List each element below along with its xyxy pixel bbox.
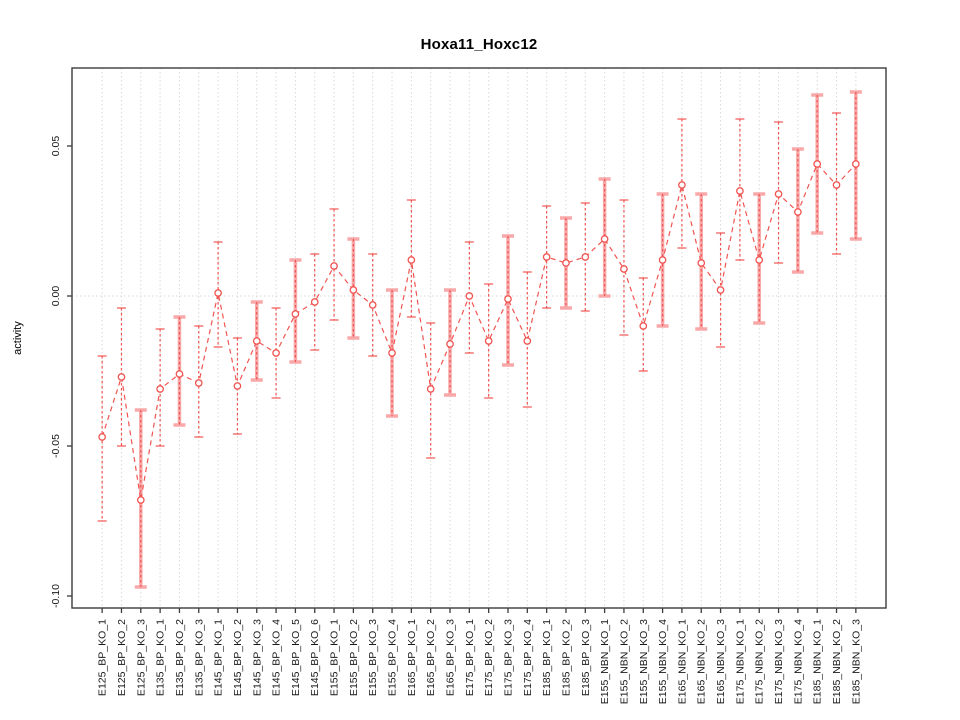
data-point [542, 253, 551, 261]
data-point [504, 295, 512, 303]
data-point [388, 349, 396, 357]
data-point [465, 292, 474, 300]
data-point [658, 256, 667, 264]
data-point [736, 187, 744, 195]
data-point [233, 382, 242, 390]
data-point [136, 496, 145, 504]
data-point [156, 385, 164, 393]
data-point [755, 256, 764, 264]
data-point [639, 322, 648, 330]
x-tick-label: E185_BP_KO_3 [580, 619, 592, 696]
data-point [368, 301, 377, 309]
x-tick-label: E155_BP_KO_4 [387, 619, 399, 696]
y-tick-label: -0.10 [50, 584, 62, 608]
plot-border [71, 67, 887, 609]
data-point [175, 370, 184, 378]
data-point [716, 286, 725, 294]
x-tick-label: E165_NBN_KO_1 [676, 619, 688, 704]
x-tick-label: E125_BP_KO_3 [135, 619, 147, 696]
data-point [446, 340, 454, 348]
x-tick-label: E175_NBN_KO_2 [754, 619, 766, 704]
data-point [620, 265, 628, 273]
data-point [697, 259, 706, 267]
x-tick-label: E175_NBN_KO_1 [734, 619, 746, 704]
x-tick-label: E185_NBN_KO_3 [850, 619, 862, 704]
y-tick-label: 0.00 [50, 286, 62, 307]
x-tick-label: E135_BP_KO_1 [155, 619, 167, 696]
x-tick-label: E165_BP_KO_3 [445, 619, 457, 696]
chart-title: Hoxa11_Hoxc12 [420, 36, 538, 53]
x-tick-label: E155_BP_KO_2 [348, 619, 360, 696]
data-point [484, 337, 493, 345]
x-tick-label: E155_NBN_KO_1 [599, 619, 611, 704]
x-tick-label: E135_BP_KO_3 [193, 619, 205, 696]
x-tick-label: E155_NBN_KO_2 [618, 619, 630, 704]
data-point [600, 235, 609, 243]
data-point [581, 253, 590, 261]
data-point [117, 373, 126, 381]
data-point [832, 181, 841, 189]
x-tick-label: E145_BP_KO_5 [290, 619, 302, 696]
data-point [214, 289, 222, 297]
x-tick-label: E125_BP_KO_2 [116, 619, 128, 696]
y-axis-title: activity [12, 321, 24, 355]
x-tick-label: E175_BP_KO_3 [502, 619, 514, 696]
x-tick-label: E185_NBN_KO_2 [831, 619, 843, 704]
data-point [349, 286, 358, 294]
data-point [426, 385, 435, 393]
x-tick-label: E145_BP_KO_3 [251, 619, 263, 696]
x-tick-label: E155_NBN_KO_4 [657, 619, 669, 704]
data-point [774, 190, 783, 198]
x-tick-label: E145_BP_KO_1 [213, 619, 225, 696]
data-point [407, 256, 416, 264]
x-tick-label: E175_NBN_KO_3 [773, 619, 785, 704]
series-line [101, 162, 857, 501]
x-tick-label: E145_BP_KO_4 [271, 619, 283, 696]
x-tick-label: E165_NBN_KO_3 [715, 619, 727, 704]
x-tick-label: E175_BP_KO_4 [522, 619, 534, 696]
data-point [562, 259, 570, 267]
x-tick-label: E125_BP_KO_1 [97, 619, 109, 696]
x-tick-label: E145_BP_KO_6 [309, 619, 321, 696]
x-tick-label: E165_NBN_KO_2 [696, 619, 708, 704]
data-point [330, 262, 338, 270]
data-point [291, 310, 300, 318]
x-tick-label: E155_BP_KO_3 [367, 619, 379, 696]
data-point [813, 160, 822, 168]
x-tick-label: E185_BP_KO_2 [560, 619, 572, 696]
x-tick-label: E185_BP_KO_1 [541, 619, 553, 696]
x-tick-label: E135_BP_KO_2 [174, 619, 186, 696]
data-point [310, 298, 319, 306]
y-tick-label: -0.05 [50, 434, 62, 458]
x-tick-label: E175_BP_KO_2 [483, 619, 495, 696]
x-tick-label: E175_BP_KO_1 [464, 619, 476, 696]
data-point [252, 337, 261, 345]
data-point [272, 349, 280, 357]
x-tick-label: E165_BP_KO_2 [425, 619, 437, 696]
x-tick-label: E165_BP_KO_1 [406, 619, 418, 696]
x-tick-label: E175_NBN_KO_4 [792, 619, 804, 704]
x-tick-label: E155_NBN_KO_3 [638, 619, 650, 704]
x-tick-label: E185_NBN_KO_1 [812, 619, 824, 704]
y-tick-label: 0.05 [50, 136, 62, 157]
data-point [98, 433, 106, 441]
x-tick-label: E145_BP_KO_2 [232, 619, 244, 696]
data-point [794, 208, 802, 216]
data-point [523, 337, 532, 345]
data-point [194, 379, 203, 387]
data-point [678, 181, 686, 189]
x-tick-label: E155_BP_KO_1 [329, 619, 341, 696]
data-point [852, 160, 860, 168]
